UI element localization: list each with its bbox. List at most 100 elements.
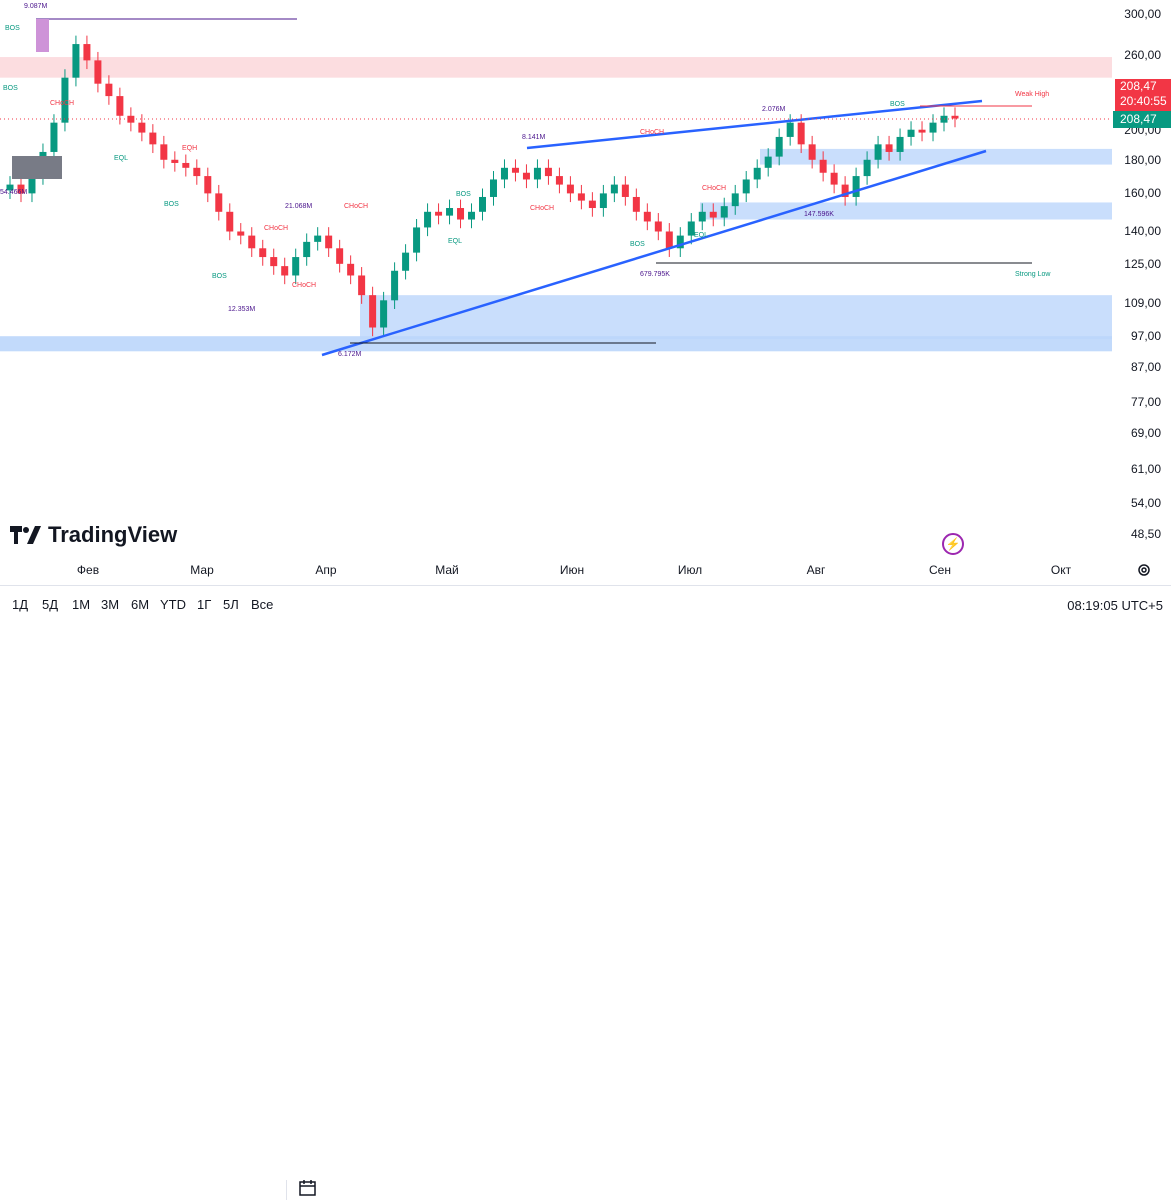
price-tick-label: 77,00	[1130, 395, 1161, 410]
candle-body	[325, 235, 333, 249]
price-tick-label: 97,00	[1130, 329, 1161, 344]
candle-body	[885, 144, 893, 152]
price-tick-label: 260,00	[1124, 47, 1161, 62]
candle-body	[369, 295, 377, 328]
range-button[interactable]: Все	[251, 597, 274, 612]
demand-zone-lower	[360, 295, 1112, 340]
candle-body	[896, 136, 904, 152]
candle-body	[6, 184, 14, 191]
candle-body	[171, 159, 179, 163]
toolbar-divider	[286, 1180, 287, 1200]
candle-body	[698, 211, 706, 222]
candle-body	[204, 176, 212, 194]
candle-body	[665, 231, 673, 249]
candle-body	[852, 176, 860, 197]
structure-label: EQL	[114, 155, 128, 162]
gear-icon[interactable]	[1136, 562, 1152, 578]
candle-body	[17, 184, 25, 194]
price-tick-label: 180,00	[1124, 152, 1161, 167]
structure-label: BOS	[3, 85, 18, 92]
candle-body	[468, 211, 476, 220]
price-chart[interactable]: 9.087M 54.466M 21.068M 12.353M 6.172M 8.141M 2…	[0, 0, 1171, 626]
candle-body	[511, 167, 519, 173]
candle-body	[753, 167, 761, 180]
candle-body	[61, 77, 69, 123]
month-tick-label: Июн	[559, 563, 585, 577]
tradingview-logo-text: TradingView	[48, 522, 178, 547]
range-button[interactable]: 3М	[101, 597, 120, 612]
range-button[interactable]: 6М	[131, 597, 150, 612]
candle-body	[424, 211, 432, 228]
range-button[interactable]: 5Л	[223, 597, 239, 612]
candle-body	[237, 231, 245, 236]
candle-body	[643, 211, 651, 222]
last-price-badge: 208,47 20:40:55	[1115, 79, 1171, 113]
candle-body	[138, 122, 146, 133]
structure-label: CHoCH	[50, 100, 74, 107]
candle-body	[193, 167, 201, 177]
lightning-icon[interactable]: ⚡	[942, 533, 964, 555]
range-button[interactable]: 5Д	[42, 597, 59, 612]
tradingview-logo: TradingView	[10, 522, 177, 548]
tradingview-logo-icon	[10, 526, 41, 544]
candle-body	[248, 235, 256, 249]
zones-layer	[0, 57, 1112, 352]
range-button[interactable]: 1М	[72, 597, 91, 612]
month-tick-label: Май	[435, 563, 459, 577]
overlays-layer	[0, 18, 1112, 357]
structure-label: CHoCH	[640, 129, 664, 136]
structure-label: CHoCH	[264, 225, 288, 232]
structure-label: BOS	[164, 201, 179, 208]
volume-label: 6.172M	[338, 351, 362, 358]
candle-body	[435, 211, 443, 216]
last-price-value-secondary: 208,47	[1120, 112, 1157, 126]
structure-label: BOS	[630, 241, 645, 248]
structure-label: CHoCH	[702, 185, 726, 192]
candle-body	[446, 208, 454, 216]
volume-label: 21.068M	[285, 203, 312, 210]
candle-body	[28, 176, 36, 194]
month-tick-label: Окт	[1050, 563, 1072, 577]
calendar-icon[interactable]	[298, 1178, 318, 1198]
range-button[interactable]: 1Д	[12, 597, 29, 612]
trendline-upper	[526, 99, 983, 150]
structure-label: EQL	[448, 238, 462, 245]
candle-body	[775, 136, 783, 157]
month-tick-label: Авг	[806, 563, 826, 577]
candle-body	[72, 44, 80, 78]
candle-body	[226, 211, 234, 232]
candle-body	[731, 193, 739, 207]
month-tick-label: Апр	[315, 563, 337, 577]
trendline-lower	[321, 149, 987, 357]
demand-zone-mid	[700, 202, 1112, 220]
month-tick-label: Сен	[929, 563, 951, 577]
candle-body	[830, 172, 838, 185]
candle-body	[632, 196, 640, 212]
candle-body	[786, 122, 794, 137]
clock-readout[interactable]: 08:19:05 UTC+5	[1067, 598, 1163, 613]
candle-body	[489, 179, 497, 197]
candle-body	[610, 184, 618, 194]
range-button[interactable]: 1Г	[197, 597, 212, 612]
candle-body	[116, 96, 124, 116]
price-tick-label: 61,00	[1130, 461, 1161, 476]
price-tick-label: 87,00	[1130, 360, 1161, 375]
candle-body	[336, 248, 344, 264]
price-tick-label: 48,50	[1130, 527, 1161, 541]
candle-body	[215, 193, 223, 212]
price-tick-label: 300,00	[1124, 7, 1161, 21]
candle-body	[808, 144, 816, 160]
structure-label: CHoCH	[344, 203, 368, 210]
last-price-value: 208,47	[1120, 79, 1157, 93]
candle-body	[533, 167, 541, 180]
structure-label: EQH	[182, 145, 197, 152]
candle-body	[160, 144, 168, 160]
candle-body	[797, 122, 805, 145]
countdown-value: 20:40:55	[1120, 94, 1167, 108]
candle-body	[149, 132, 157, 145]
structure-label: CHoCH	[292, 282, 316, 289]
candle-body	[105, 83, 113, 97]
range-button[interactable]: YTD	[160, 597, 186, 612]
supply-zone	[0, 57, 1112, 78]
volume-label: 9.087M	[24, 3, 48, 10]
